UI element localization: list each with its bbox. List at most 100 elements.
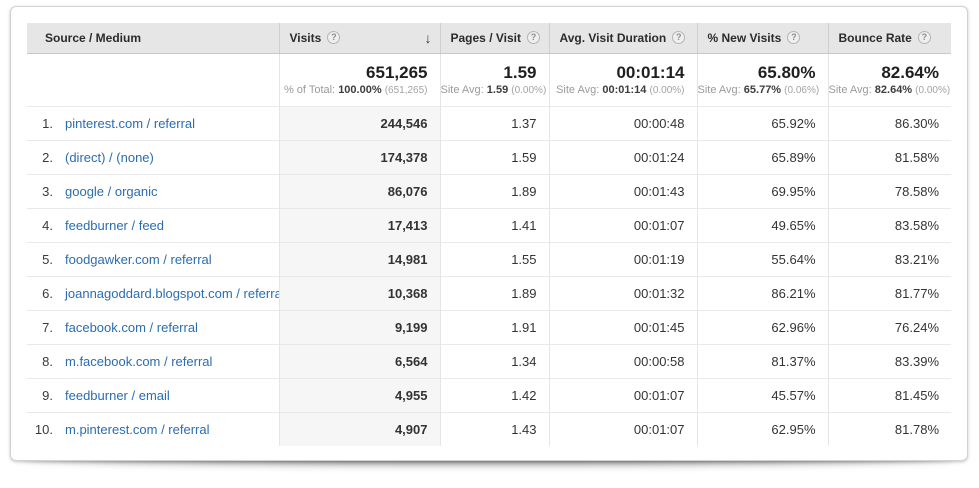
avg-visit-duration-cell: 00:01:43 [548,173,697,208]
column-label: Avg. Visit Duration [559,30,667,45]
row-rank: 7. [42,319,53,335]
visits-cell: 4,907 [278,411,440,446]
totals-duration-subtext: Site Avg: 00:01:14 (0.00%) [556,84,685,96]
source-medium-cell: 9. feedburner / email [27,377,279,412]
column-label: % New Visits [707,30,782,45]
table-row: 6. joannagoddard.blogspot.com / referral 1… [27,275,951,310]
visits-cell: 174,378 [278,139,440,174]
visits-cell: 14,981 [278,241,440,276]
column-header-visits[interactable]: Visits ? ↓ [278,23,440,54]
source-medium-cell: 10. m.pinterest.com / referral [27,411,279,446]
bounce-rate-cell: 83.58% [827,207,951,242]
new-visits-cell: 86.21% [696,275,828,310]
column-label: Visits [289,30,322,45]
row-rank: 1. [42,115,53,131]
row-rank: 9. [42,387,53,403]
totals-row: 651,265 % of Total: 100.00% (651,265) 1.… [27,53,951,106]
table-row: 8. m.facebook.com / referral 6,564 1.34 00:0… [27,343,951,378]
source-medium-link[interactable]: foodgawker.com / referral [65,251,212,267]
source-medium-cell: 7. facebook.com / referral [27,309,279,344]
column-label: Source / Medium [45,30,142,45]
new-visits-cell: 62.95% [696,411,828,446]
visits-cell: 17,413 [278,207,440,242]
bounce-rate-cell: 81.58% [827,139,951,174]
source-medium-link[interactable]: pinterest.com / referral [65,115,196,131]
row-rank: 6. [42,285,53,301]
column-label: Bounce Rate [838,30,912,45]
column-header-pages-per-visit[interactable]: Pages / Visit ? [439,23,549,54]
pages-per-visit-cell: 1.37 [439,105,549,140]
source-medium-link[interactable]: feedburner / email [65,387,170,403]
totals-pages-subtext: Site Avg: 1.59 (0.00%) [440,84,547,96]
pages-per-visit-cell: 1.59 [439,139,549,174]
row-rank: 5. [42,251,53,267]
source-medium-link[interactable]: m.pinterest.com / referral [65,421,210,437]
avg-visit-duration-cell: 00:01:07 [548,207,697,242]
source-medium-cell: 1. pinterest.com / referral [27,105,279,140]
bounce-rate-cell: 81.77% [827,275,951,310]
help-icon[interactable]: ? [917,31,931,45]
avg-visit-duration-cell: 00:01:32 [548,275,697,310]
sort-descending-icon[interactable]: ↓ [424,29,432,46]
totals-duration-value: 00:01:14 [616,63,685,82]
pages-per-visit-cell: 1.89 [439,275,549,310]
visits-cell: 86,076 [278,173,440,208]
new-visits-cell: 49.65% [696,207,828,242]
table-row: 1. pinterest.com / referral 244,546 1.37 00:… [27,105,951,140]
visits-cell: 244,546 [278,105,440,140]
source-medium-cell: 2. (direct) / (none) [27,139,279,174]
column-header-avg-visit-duration[interactable]: Avg. Visit Duration ? [548,23,697,54]
totals-new-visits-value: 65.80% [757,63,816,82]
source-medium-cell: 3. google / organic [27,173,279,208]
report-card-frame: Source / Medium Visits ? ↓ Pages / Visit [10,6,968,461]
totals-bounce-cell: 82.64% Site Avg: 82.64% (0.00%) [827,53,951,106]
help-icon[interactable]: ? [526,31,540,45]
avg-visit-duration-cell: 00:01:45 [548,309,697,344]
source-medium-link[interactable]: m.facebook.com / referral [65,353,213,369]
table-row: 5. foodgawker.com / referral 14,981 1.55 00:… [27,241,951,276]
source-medium-link[interactable]: google / organic [65,183,158,199]
help-icon[interactable]: ? [787,31,801,45]
new-visits-cell: 65.92% [696,105,828,140]
help-icon[interactable]: ? [672,31,686,45]
avg-visit-duration-cell: 00:01:24 [548,139,697,174]
row-rank: 8. [42,353,53,369]
column-header-new-visits[interactable]: % New Visits ? [696,23,828,54]
source-medium-link[interactable]: feedburner / feed [65,217,165,233]
new-visits-cell: 69.95% [696,173,828,208]
totals-pages-value: 1.59 [503,63,537,82]
new-visits-cell: 45.57% [696,377,828,412]
pages-per-visit-cell: 1.89 [439,173,549,208]
source-medium-link[interactable]: joannagoddard.blogspot.com / referral [65,285,279,301]
avg-visit-duration-cell: 00:01:07 [548,377,697,412]
new-visits-cell: 65.89% [696,139,828,174]
bounce-rate-cell: 86.30% [827,105,951,140]
bounce-rate-cell: 83.21% [827,241,951,276]
pages-per-visit-cell: 1.41 [439,207,549,242]
column-header-bounce-rate[interactable]: Bounce Rate ? [827,23,951,54]
help-icon[interactable]: ? [327,31,341,45]
table-row: 10. m.pinterest.com / referral 4,907 1.43 00… [27,411,951,446]
visits-cell: 10,368 [278,275,440,310]
visits-cell: 4,955 [278,377,440,412]
totals-new-visits-cell: 65.80% Site Avg: 65.77% (0.06%) [696,53,828,106]
avg-visit-duration-cell: 00:01:07 [548,411,697,446]
table-row: 4. feedburner / feed 17,413 1.41 00:01:07 49.… [27,207,951,242]
bounce-rate-cell: 76.24% [827,309,951,344]
column-header-source-medium[interactable]: Source / Medium [27,23,279,54]
pages-per-visit-cell: 1.91 [439,309,549,344]
table-row: 7. facebook.com / referral 9,199 1.91 00:01:… [27,309,951,344]
pages-per-visit-cell: 1.55 [439,241,549,276]
source-medium-link[interactable]: facebook.com / referral [65,319,198,335]
totals-visits-subtext: % of Total: 100.00% (651,265) [283,84,428,96]
source-medium-cell: 8. m.facebook.com / referral [27,343,279,378]
row-rank: 10. [34,421,53,437]
source-medium-link[interactable]: (direct) / (none) [65,149,154,165]
row-rank: 4. [42,217,53,233]
totals-pages-cell: 1.59 Site Avg: 1.59 (0.00%) [439,53,549,106]
totals-duration-cell: 00:01:14 Site Avg: 00:01:14 (0.00%) [548,53,697,106]
bounce-rate-cell: 81.45% [827,377,951,412]
new-visits-cell: 81.37% [696,343,828,378]
table-row: 9. feedburner / email 4,955 1.42 00:01:07 45.… [27,377,951,412]
new-visits-cell: 62.96% [696,309,828,344]
